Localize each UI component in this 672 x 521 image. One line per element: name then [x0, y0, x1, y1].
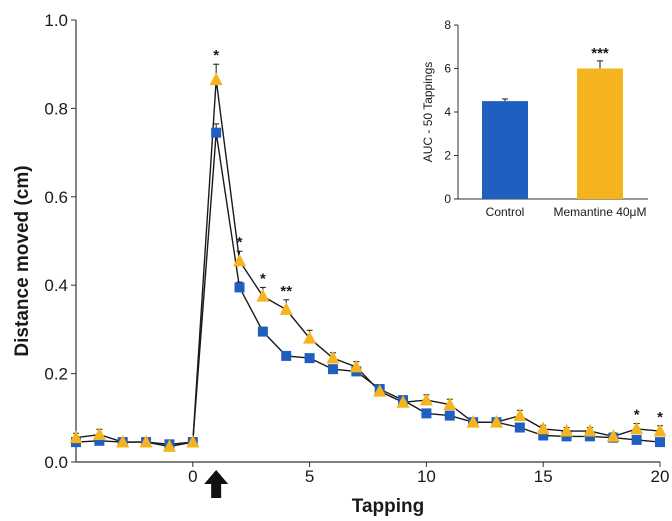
data-point-triangle: [583, 423, 597, 437]
inset-significance-label: ***: [591, 45, 609, 62]
data-point-triangle: [443, 397, 457, 410]
inset-y-tick-label: 6: [444, 62, 451, 76]
data-point-triangle: [116, 434, 130, 448]
significance-label: *: [657, 409, 663, 426]
data-point-square: [94, 435, 105, 446]
data-point-square: [538, 430, 549, 441]
y-tick-label: 0.4: [44, 276, 68, 295]
series-line: [75, 79, 661, 448]
x-tick-label: 20: [651, 467, 670, 486]
data-point-triangle: [489, 415, 503, 428]
stimulus-arrow-icon: [204, 470, 229, 498]
series-line: [75, 132, 661, 446]
y-tick-label: 1.0: [44, 11, 68, 30]
y-tick-label: 0.2: [44, 365, 68, 384]
inset-bar: [482, 101, 528, 199]
significance-label: *: [260, 270, 266, 287]
data-point-square: [304, 353, 315, 364]
significance-label: *: [237, 234, 243, 251]
data-point-triangle: [466, 415, 480, 428]
data-point-square: [444, 410, 455, 421]
inset-y-tick-label: 0: [444, 192, 451, 206]
data-point-square: [281, 350, 292, 361]
data-point-triangle: [186, 434, 200, 448]
data-point-triangle: [373, 384, 387, 397]
data-point-square: [631, 434, 642, 445]
data-point-triangle: [162, 439, 176, 452]
inset-y-tick-label: 2: [444, 149, 451, 163]
data-point-square: [655, 437, 665, 448]
x-tick-label: 10: [417, 467, 436, 486]
data-point-triangle: [560, 423, 574, 437]
inset-y-tick-label: 8: [444, 18, 451, 32]
data-point-triangle: [209, 72, 223, 86]
inset-y-tick-label: 4: [444, 105, 451, 119]
inset-y-axis-title: AUC - 50 Tappings: [421, 62, 435, 163]
data-point-triangle: [303, 331, 317, 344]
data-point-triangle: [92, 427, 106, 440]
data-point-triangle: [233, 253, 247, 267]
data-point-square: [234, 282, 245, 293]
data-point-triangle: [349, 359, 363, 373]
x-tick-label: 5: [305, 467, 314, 486]
inset-category-label: Control: [486, 205, 525, 219]
data-point-triangle: [513, 408, 527, 421]
x-tick-label: 0: [188, 467, 197, 486]
data-point-triangle: [279, 302, 293, 315]
significance-label: **: [280, 283, 292, 300]
data-point-triangle: [396, 395, 410, 408]
x-axis-title: Tapping: [352, 496, 424, 516]
data-point-triangle: [536, 421, 550, 435]
data-point-triangle: [326, 350, 340, 364]
y-tick-label: 0.6: [44, 188, 68, 207]
y-tick-label: 0.8: [44, 99, 68, 118]
data-point-triangle: [606, 429, 620, 442]
significance-label: *: [634, 407, 640, 424]
y-axis-title: Distance moved (cm): [12, 165, 33, 356]
data-point-square: [211, 127, 222, 138]
data-point-triangle: [139, 434, 153, 448]
data-point-triangle: [630, 421, 644, 435]
x-tick-label: 15: [534, 467, 553, 486]
data-point-square: [257, 326, 268, 337]
data-point-square: [327, 364, 338, 375]
inset-category-label: Memantine 40μM: [554, 205, 647, 219]
data-point-triangle: [69, 430, 83, 444]
data-point-triangle: [653, 423, 667, 437]
data-point-square: [421, 408, 432, 419]
y-tick-label: 0.0: [44, 453, 68, 472]
inset-bar: [577, 68, 623, 199]
significance-label: *: [213, 47, 219, 64]
data-point-triangle: [256, 289, 270, 302]
data-point-triangle: [419, 392, 433, 406]
data-point-square: [514, 422, 525, 433]
